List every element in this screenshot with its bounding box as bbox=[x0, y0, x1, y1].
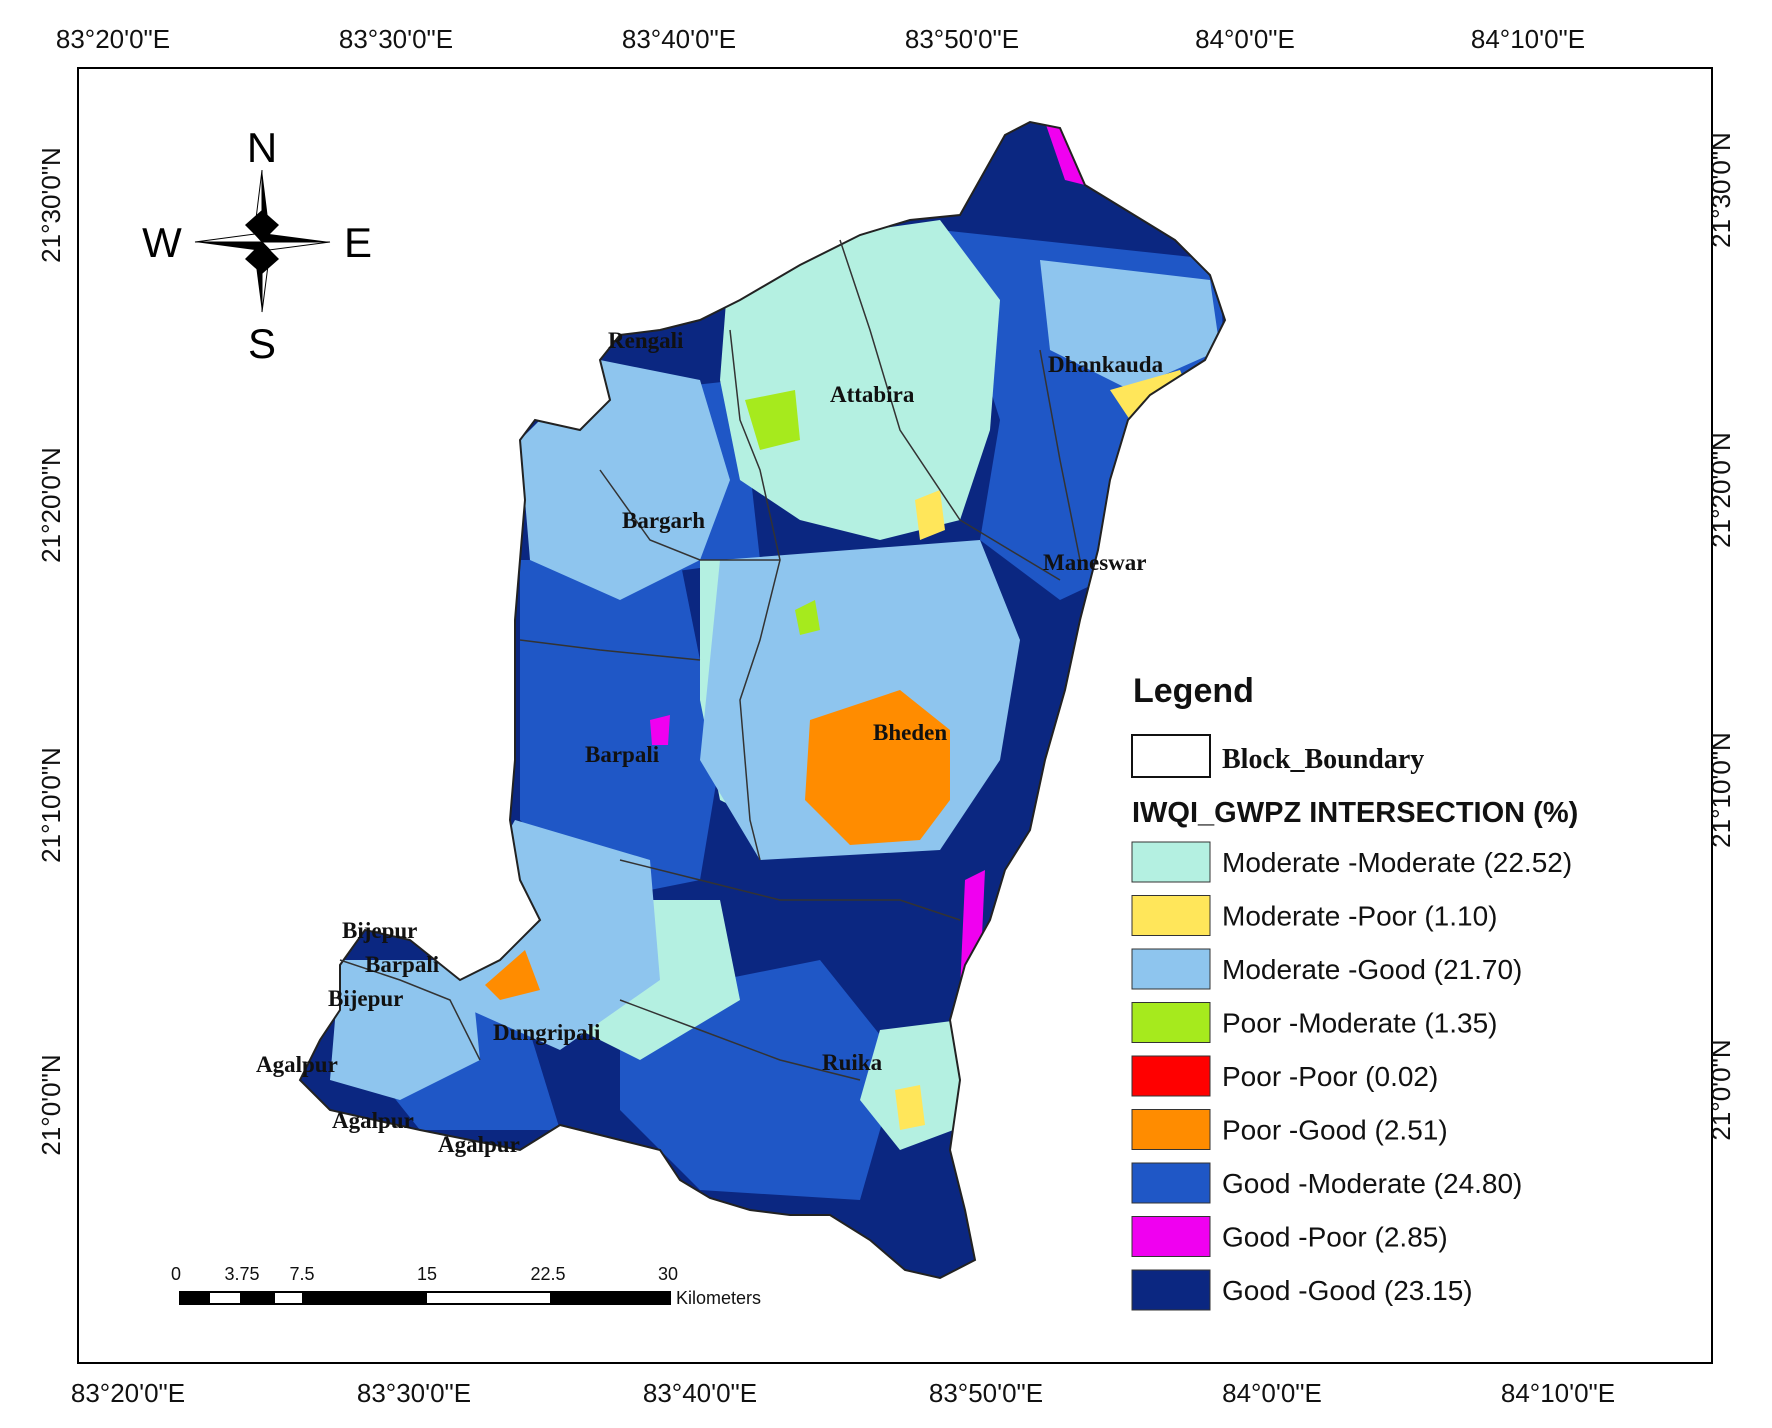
right-lat-label: 21°10'0"N bbox=[1706, 732, 1736, 848]
zone-good-moderate-west bbox=[520, 560, 720, 900]
legend-swatch bbox=[1131, 948, 1211, 990]
legend-label: Poor -Poor (0.02) bbox=[1222, 1061, 1438, 1092]
zone-moderate-poor-center bbox=[915, 490, 945, 540]
scale-tick: 30 bbox=[658, 1264, 678, 1284]
zone-moderate-good-southwest bbox=[330, 960, 480, 1100]
legend-swatch bbox=[1131, 1162, 1211, 1204]
place-label: Ruika bbox=[822, 1050, 883, 1075]
left-lat-label: 21°20'0"N bbox=[36, 447, 66, 563]
right-lat-label: 21°30'0"N bbox=[1706, 132, 1736, 248]
place-label: Bijepur bbox=[342, 918, 417, 943]
legend-swatch bbox=[1131, 1055, 1211, 1097]
left-latitude-labels: 21°30'0"N 21°20'0"N 21°10'0"N 21°0'0"N bbox=[36, 147, 66, 1155]
zone-poor-moderate-north bbox=[745, 390, 800, 450]
compass-e: E bbox=[344, 219, 372, 266]
right-lat-label: 21°20'0"N bbox=[1706, 432, 1736, 548]
legend-swatch bbox=[1131, 1216, 1211, 1257]
legend-boundary-swatch bbox=[1131, 734, 1211, 778]
legend-swatch bbox=[1131, 841, 1211, 883]
zone-moderate-moderate-north bbox=[720, 220, 1000, 540]
right-latitude-labels: 21°30'0"N 21°20'0"N 21°10'0"N 21°0'0"N bbox=[1706, 132, 1736, 1140]
place-label: Agalpur bbox=[256, 1052, 338, 1077]
place-label: Bheden bbox=[873, 720, 947, 745]
scale-tick: 0 bbox=[171, 1264, 181, 1284]
scale-unit: Kilometers bbox=[676, 1288, 761, 1308]
zone-poor-good-west bbox=[485, 950, 540, 1000]
bottom-lon-label: 83°40'0"E bbox=[643, 1378, 757, 1408]
left-lat-label: 21°30'0"N bbox=[36, 147, 66, 263]
legend-subtitle: IWQI_GWPZ INTERSECTION (%) bbox=[1132, 797, 1578, 829]
legend-boundary-label: Block_Boundary bbox=[1222, 744, 1424, 775]
top-lon-label: 83°20'0"E bbox=[56, 24, 170, 54]
left-lat-label: 21°10'0"N bbox=[36, 747, 66, 863]
legend-label: Poor -Moderate (1.35) bbox=[1222, 1008, 1497, 1039]
place-label: Bijepur bbox=[328, 986, 403, 1011]
legend-label: Good -Good (23.15) bbox=[1222, 1275, 1473, 1306]
scale-bar: 0 3.75 7.5 15 22.5 30 Kilometers bbox=[171, 1264, 761, 1308]
bottom-lon-label: 83°20'0"E bbox=[71, 1378, 185, 1408]
place-label: Maneswar bbox=[1043, 550, 1146, 575]
zone-good-poor-northeast bbox=[1045, 122, 1085, 185]
left-lat-label: 21°0'0"N bbox=[36, 1054, 66, 1155]
bottom-longitude-labels: 83°20'0"E 83°30'0"E 83°40'0"E 83°50'0"E … bbox=[71, 1378, 1615, 1408]
legend-label: Moderate -Moderate (22.52) bbox=[1222, 847, 1572, 878]
bottom-lon-label: 83°30'0"E bbox=[357, 1378, 471, 1408]
place-labels: Attabira Dhankauda Bargarh Maneswar Barp… bbox=[256, 328, 1164, 1157]
place-label: Barpali bbox=[365, 952, 440, 977]
zone-poor-good-bheden bbox=[805, 690, 950, 845]
top-lon-label: 83°30'0"E bbox=[339, 24, 453, 54]
legend-label: Moderate -Poor (1.10) bbox=[1222, 901, 1497, 932]
top-lon-label: 84°10'0"E bbox=[1471, 24, 1585, 54]
compass-n: N bbox=[247, 124, 277, 171]
legend: Legend Block_Boundary IWQI_GWPZ INTERSEC… bbox=[1131, 672, 1578, 1311]
legend-swatch bbox=[1131, 1002, 1211, 1043]
zone-good-poor-barpali bbox=[650, 715, 670, 745]
legend-label: Poor -Good (2.51) bbox=[1222, 1115, 1448, 1146]
top-lon-label: 84°0'0"E bbox=[1195, 24, 1295, 54]
bottom-lon-label: 84°10'0"E bbox=[1501, 1378, 1615, 1408]
top-longitude-labels: 83°20'0"E 83°30'0"E 83°40'0"E 83°50'0"E … bbox=[56, 24, 1585, 54]
legend-items: Moderate -Moderate (22.52) Moderate -Poor… bbox=[1131, 841, 1572, 1311]
zone-moderate-good-northeast bbox=[1040, 260, 1220, 390]
place-label: Bargarh bbox=[622, 508, 705, 533]
compass-w: W bbox=[142, 219, 182, 266]
north-arrow-icon: N S W E bbox=[142, 124, 372, 367]
place-label: Agalpur bbox=[438, 1132, 520, 1157]
scale-tick: 15 bbox=[417, 1264, 437, 1284]
place-label: Rengali bbox=[608, 328, 684, 353]
zone-poor-moderate-center bbox=[795, 600, 820, 635]
legend-label: Moderate -Good (21.70) bbox=[1222, 954, 1522, 985]
block-boundaries bbox=[339, 239, 1081, 1081]
place-label: Barpali bbox=[585, 742, 660, 767]
scale-tick: 3.75 bbox=[224, 1264, 259, 1284]
legend-swatch bbox=[1131, 1109, 1211, 1150]
scale-tick: 22.5 bbox=[530, 1264, 565, 1284]
place-label: Dungripali bbox=[493, 1020, 601, 1045]
right-lat-label: 21°0'0"N bbox=[1706, 1039, 1736, 1140]
place-label: Dhankauda bbox=[1048, 352, 1164, 377]
legend-title: Legend bbox=[1133, 672, 1254, 710]
legend-label: Good -Poor (2.85) bbox=[1222, 1222, 1448, 1253]
compass-s: S bbox=[248, 320, 276, 367]
legend-swatch bbox=[1131, 1269, 1211, 1311]
place-label: Attabira bbox=[830, 382, 915, 407]
zone-poor-moderate-ruika bbox=[895, 1085, 925, 1130]
bottom-lon-label: 83°50'0"E bbox=[929, 1378, 1043, 1408]
legend-label: Good -Moderate (24.80) bbox=[1222, 1168, 1522, 1199]
scale-tick: 7.5 bbox=[289, 1264, 314, 1284]
legend-swatch bbox=[1131, 895, 1211, 936]
bottom-lon-label: 84°0'0"E bbox=[1222, 1378, 1322, 1408]
top-lon-label: 83°40'0"E bbox=[622, 24, 736, 54]
top-lon-label: 83°50'0"E bbox=[905, 24, 1019, 54]
place-label: Agalpur bbox=[332, 1108, 414, 1133]
